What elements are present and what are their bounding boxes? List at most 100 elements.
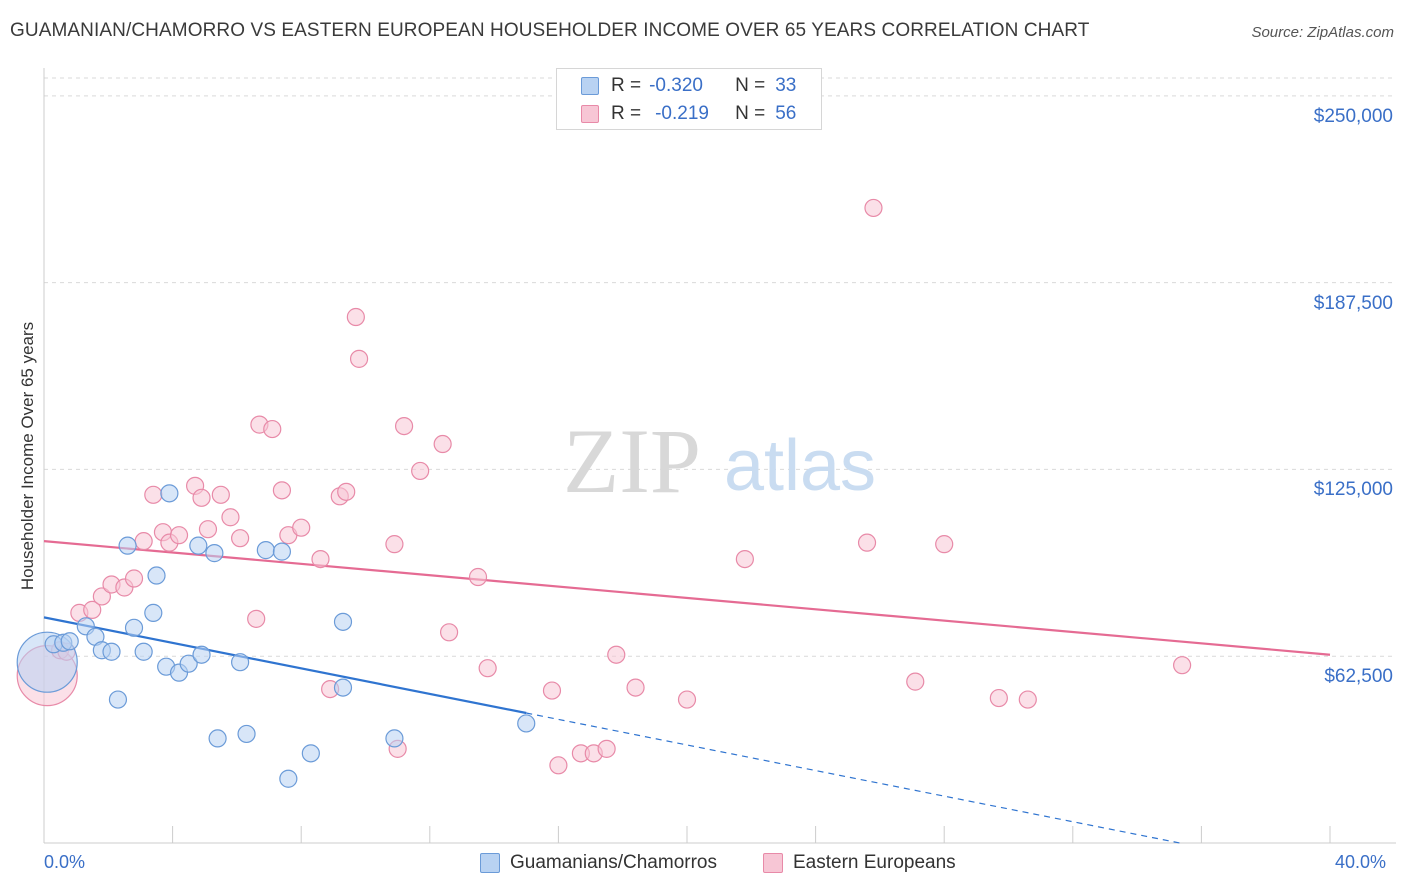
legend-item-guamanians[interactable]: Guamanians/Chamorros: [480, 852, 717, 874]
point-eastern-european: [394, 416, 414, 436]
point-guamanian: [144, 603, 163, 622]
point-eastern-european: [192, 488, 211, 507]
correlation-legend: R = -0.320 N = 33 R = -0.219 N = 56: [556, 68, 822, 130]
y-tick-label: $187,500: [1313, 292, 1393, 314]
point-guamanian: [237, 724, 256, 744]
point-guamanian: [147, 566, 166, 585]
watermark-atlas: atlas: [724, 426, 876, 506]
point-eastern-european: [607, 645, 626, 664]
point-eastern-european: [346, 307, 365, 327]
point-guamanian: [231, 653, 250, 672]
point-eastern-european: [211, 485, 230, 504]
point-eastern-european: [597, 739, 616, 758]
point-eastern-european: [1018, 690, 1037, 709]
legend-n-value: 33: [775, 75, 797, 96]
chart-title: GUAMANIAN/CHAMORRO VS EASTERN EUROPEAN H…: [10, 20, 1090, 41]
axes: [43, 68, 1396, 844]
point-eastern-european: [864, 198, 883, 218]
legend-row-eastern-european: R = -0.219 N = 56: [581, 101, 796, 127]
point-guamanian: [108, 690, 128, 709]
point-eastern-european: [263, 419, 282, 439]
point-guamanian: [179, 654, 198, 673]
legend-row-guamanian: R = -0.320 N = 33: [581, 73, 796, 99]
legend-n-label: N =: [735, 103, 766, 124]
legend-swatch-pink: [581, 105, 599, 123]
point-eastern-european: [124, 569, 144, 588]
point-eastern-european: [134, 532, 153, 551]
point-eastern-european: [349, 349, 369, 368]
point-eastern-european: [857, 533, 877, 552]
legend-swatch-pink: [763, 853, 783, 873]
point-guamanian: [60, 632, 79, 651]
point-guamanian: [134, 642, 153, 661]
point-guamanian: [517, 714, 536, 733]
trend-lines: [43, 540, 1331, 844]
point-guamanian: [301, 744, 320, 763]
point-eastern-european: [92, 587, 111, 606]
point-eastern-european: [626, 678, 645, 697]
point-guamanian: [333, 612, 353, 631]
point-guamanian: [205, 544, 224, 563]
point-guamanian: [208, 729, 227, 748]
point-guamanian: [160, 484, 179, 503]
point-eastern-european: [549, 756, 568, 775]
legend-r-value: -0.320: [649, 75, 703, 96]
watermark: ZIP atlas: [563, 410, 876, 512]
point-eastern-european: [144, 485, 163, 504]
point-eastern-european: [735, 549, 754, 569]
legend-r-label: R =: [611, 75, 642, 96]
point-eastern-european: [221, 508, 240, 527]
point-eastern-european: [247, 609, 266, 628]
point-eastern-european: [935, 535, 954, 554]
point-guamanian: [385, 729, 404, 748]
source-label: Source: ZipAtlas.com: [1251, 24, 1394, 41]
gridlines: [44, 77, 1396, 657]
point-eastern-european: [411, 461, 430, 481]
point-guamanian: [272, 542, 292, 561]
point-eastern-european: [272, 481, 292, 500]
watermark-zip: ZIP: [563, 410, 701, 512]
point-eastern-european: [468, 567, 488, 587]
data-points: [16, 198, 1192, 788]
trend-line-guamanian-extension: [526, 712, 1180, 844]
point-guamanian: [279, 769, 298, 788]
point-eastern-european: [542, 681, 562, 700]
y-tick-label: $250,000: [1313, 105, 1393, 127]
point-eastern-european: [1173, 656, 1192, 675]
legend-label: Eastern Europeans: [793, 852, 956, 873]
point-guamanian: [118, 536, 137, 555]
point-eastern-european: [989, 688, 1008, 708]
point-eastern-european: [478, 659, 497, 678]
x-tick-max: 40.0%: [1335, 852, 1387, 872]
legend-swatch-blue: [581, 77, 599, 95]
point-eastern-european: [439, 623, 459, 642]
legend-n-value: 56: [775, 103, 797, 124]
point-eastern-european: [433, 434, 452, 454]
trend-line-eastern-european: [43, 540, 1331, 656]
point-eastern-european: [83, 600, 102, 619]
point-guamanian: [189, 536, 208, 555]
point-eastern-european: [169, 526, 189, 545]
y-tick-label: $125,000: [1313, 479, 1393, 501]
legend-r-label: R =: [611, 103, 642, 124]
trend-line-guamanian: [43, 616, 527, 715]
point-guamanian: [256, 541, 275, 560]
point-guamanian: [333, 678, 353, 697]
legend-n-label: N =: [735, 75, 766, 96]
point-eastern-european: [198, 520, 218, 539]
x-tick-min: 0.0%: [44, 852, 86, 872]
point-eastern-european: [292, 518, 311, 537]
legend-label: Guamanians/Chamorros: [510, 852, 717, 873]
point-eastern-european: [677, 690, 697, 709]
legend-item-eastern-europeans[interactable]: Eastern Europeans: [763, 852, 956, 874]
point-eastern-european: [337, 482, 356, 501]
point-guamanian: [192, 645, 211, 664]
legend-swatch-blue: [480, 853, 500, 873]
point-eastern-european: [385, 535, 404, 554]
legend-r-value: -0.219: [655, 103, 709, 124]
y-tick-label: $62,500: [1324, 666, 1393, 688]
point-guamanian: [124, 618, 144, 637]
point-eastern-european: [906, 672, 925, 691]
point-eastern-european: [311, 549, 330, 569]
